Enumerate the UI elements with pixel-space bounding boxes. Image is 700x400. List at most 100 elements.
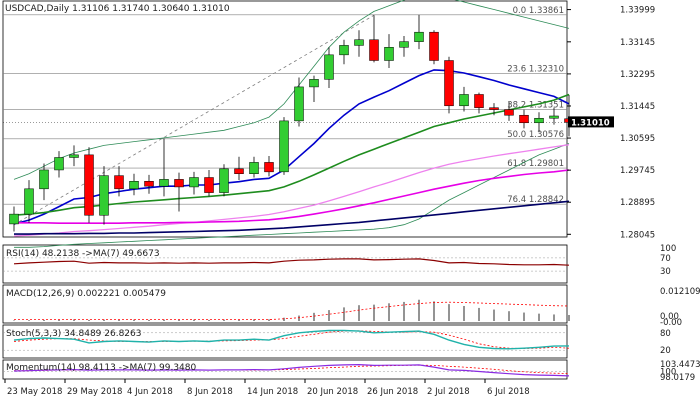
rsi-line [13, 258, 570, 266]
candle-body [399, 41, 409, 48]
stoch-tick-label: 20 [660, 346, 671, 356]
candle-body [504, 109, 514, 116]
ma-line-navy [14, 200, 570, 235]
bands-layer [13, 0, 570, 248]
fib-level-label: 0.0 1.33861 [513, 6, 564, 16]
candle-body [39, 169, 49, 190]
candle-body [204, 177, 214, 193]
candle-body [369, 39, 379, 61]
ohlc-values: 1.31106 1.31740 1.30640 1.31010 [72, 4, 230, 14]
date-tick-label: 14 Jun 2018 [247, 387, 298, 397]
momentum-line [13, 363, 570, 377]
macd-tick-label: -0.00 [660, 318, 682, 328]
last-price-text: 1.31010 [571, 118, 610, 128]
fib-level-label: 61.8 1.29801 [507, 159, 564, 169]
date-tick-label: 29 May 2018 [67, 387, 122, 397]
momentum-label: Momentum(14) 98.4113 ->MA(7) 99.3480 [6, 363, 197, 373]
indicator-layer: 10070300.0121090.00-0.008020103.44731009… [3, 244, 700, 383]
price-tick-label: 1.28045 [620, 230, 655, 240]
candle-body [429, 31, 439, 61]
candle-body [489, 107, 499, 110]
momentum-tick-label: 100 [660, 368, 676, 378]
candle-body [234, 168, 244, 174]
rsi-panel [2, 244, 568, 284]
fib-level-label: 38.2 1.31351 [507, 101, 564, 111]
macd-label: MACD(12,26,9) 0.002221 0.005479 [6, 289, 166, 299]
candle-body [354, 39, 364, 46]
candle-body [69, 154, 79, 158]
momentum-tick-label: 98.0179 [660, 373, 695, 383]
rsi-tick-label: 100 [660, 244, 676, 254]
date-axis-layer: 23 May 2018 29 May 2018 4 Jun 2018 8 Jun 20… [4, 379, 530, 397]
date-tick-label: 8 Jun 2018 [187, 387, 233, 397]
ma-line-pink [13, 144, 570, 237]
momentum-tick-label: 103.4473 [660, 360, 700, 370]
candle-body [159, 179, 169, 187]
date-tick-label: 6 Jul 2018 [487, 387, 530, 397]
candle-body [339, 45, 349, 56]
chart-header: USDCAD,Daily 1.31106 1.31740 1.30640 1.3… [5, 4, 230, 14]
fib-level-label: 23.6 1.32310 [507, 64, 564, 74]
candle-body [414, 31, 424, 42]
symbol-label: USDCAD [5, 4, 44, 14]
momentum-panel [2, 359, 568, 380]
band-lower [14, 143, 570, 248]
candle-body [444, 60, 454, 107]
macd-tick-label: 0.00 [660, 312, 679, 322]
timeframe-label: Daily [46, 4, 69, 14]
candle-body [459, 94, 469, 107]
candle-body [189, 177, 199, 188]
candle-body [144, 181, 154, 187]
candle-body [549, 115, 559, 119]
price-tick-label: 1.30595 [620, 134, 655, 144]
price-tick-label: 1.33999 [620, 6, 655, 16]
macd-tick-label: 0.012109 [660, 287, 700, 297]
candle-body [174, 179, 184, 188]
main-panel [2, 0, 568, 238]
candles-layer [9, 14, 574, 232]
price-tick-label: 1.28895 [620, 198, 655, 208]
candle-body [279, 120, 289, 173]
candle-body [114, 175, 124, 190]
stoch-label: Stoch(5,3,3) 34.8489 26.8263 [6, 329, 141, 339]
candle-body [294, 86, 304, 122]
date-tick-label: 4 Jun 2018 [127, 387, 173, 397]
candle-body [129, 181, 139, 190]
candle-body [9, 213, 19, 225]
candle-body [474, 94, 484, 108]
rsi-tick-label: 30 [660, 267, 671, 277]
candle-body [309, 79, 319, 88]
fib-level-label: 50.0 1.30576 [507, 130, 564, 140]
ma-line-magenta [14, 169, 570, 224]
candle-body [519, 114, 529, 124]
fib-level-label: 76.4 1.28842 [507, 195, 564, 205]
price-axis-layer: 1.33999 1.33145 1.32295 1.31445 1.30595 1.297… [567, 6, 655, 240]
date-tick-label: 26 Jun 2018 [367, 387, 418, 397]
macd-signal-line [14, 301, 570, 321]
rsi-label: RSI(14) 48.2138 ->MA(7) 49.6673 [6, 249, 160, 259]
candle-body [99, 175, 109, 216]
candle-body [534, 117, 544, 124]
last-price-tag [568, 116, 614, 128]
price-tick-label: 1.31445 [620, 102, 655, 112]
candle-body [249, 162, 259, 174]
price-tick-label: 1.29745 [620, 166, 655, 176]
date-tick-label: 20 Jun 2018 [307, 387, 358, 397]
date-tick-label: 2 Jul 2018 [427, 387, 470, 397]
candle-body [84, 154, 94, 216]
price-tick-label: 1.33145 [620, 38, 655, 48]
date-tick-label: 23 May 2018 [7, 387, 62, 397]
band-upper [13, 0, 570, 180]
candle-body [324, 54, 334, 80]
candle-body [264, 162, 274, 173]
rsi-tick-label: 70 [660, 254, 671, 264]
candle-body [24, 188, 34, 215]
candle-body [384, 47, 394, 61]
stoch-tick-label: 80 [660, 329, 671, 339]
macd-panel [2, 284, 568, 324]
candle-body [219, 168, 229, 193]
price-tick-label: 1.32295 [620, 70, 655, 80]
candle-body [54, 157, 64, 171]
